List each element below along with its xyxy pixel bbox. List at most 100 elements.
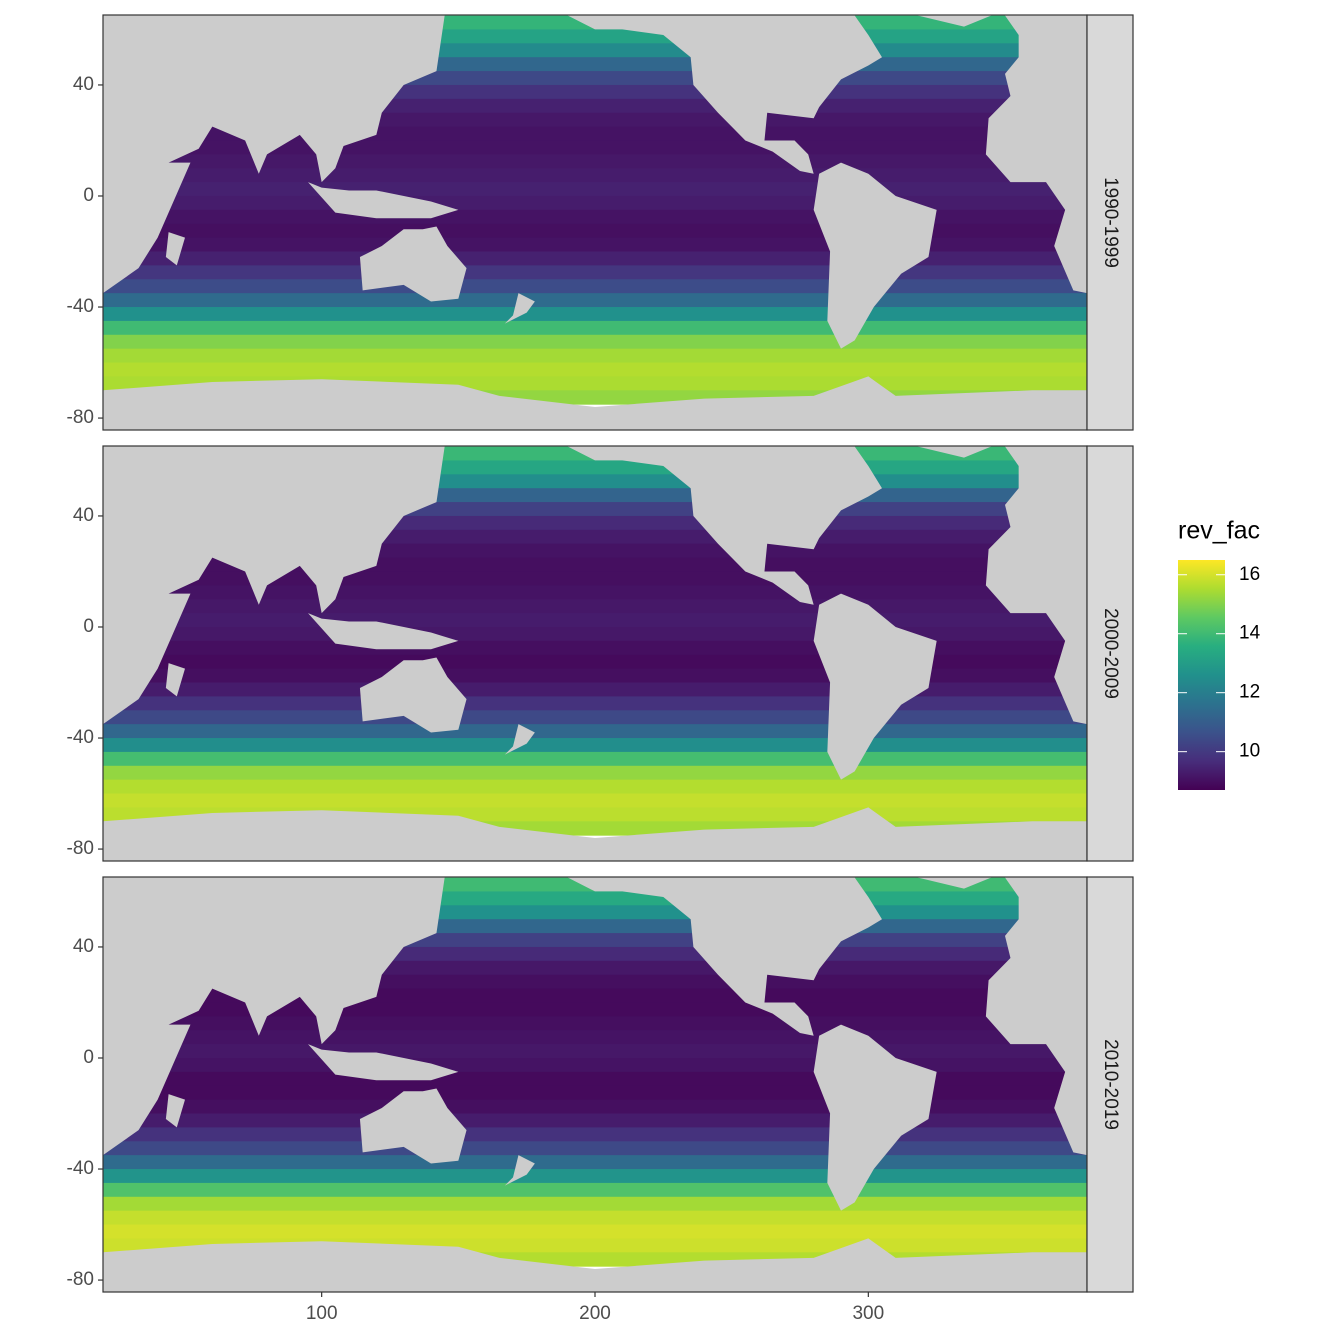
raster-band — [103, 1113, 1087, 1128]
raster-band — [103, 1071, 1087, 1087]
raster-band — [103, 223, 1087, 239]
land — [359, 1088, 467, 1164]
land — [359, 657, 467, 733]
raster-band — [103, 1196, 1087, 1212]
y-tick-label: 0 — [83, 185, 94, 206]
raster-band — [103, 682, 1087, 697]
raster-band — [103, 1030, 1087, 1045]
x-tick-label: 300 — [852, 1303, 884, 1324]
raster-band — [103, 779, 1087, 795]
raster-band — [103, 348, 1087, 364]
raster-band — [103, 251, 1087, 266]
raster-band — [103, 613, 1087, 628]
land — [504, 724, 535, 755]
raster-band — [103, 626, 1087, 642]
raster-band — [103, 1224, 1087, 1239]
y-tick-label: -40 — [67, 296, 94, 317]
y-tick-label: -40 — [67, 727, 94, 748]
raster-band — [103, 751, 1087, 767]
land — [917, 877, 992, 889]
colorbar-tick-label: 10 — [1239, 741, 1260, 762]
raster-band — [103, 279, 1087, 294]
raster-band — [103, 668, 1087, 684]
land — [567, 446, 882, 605]
raster-band — [103, 1127, 1087, 1142]
raster-band — [103, 738, 1087, 753]
raster-band — [103, 1141, 1087, 1156]
land — [813, 593, 937, 780]
raster-band — [103, 696, 1087, 711]
land — [567, 877, 882, 1036]
x-tick-label: 200 — [579, 1303, 611, 1324]
raster-band — [103, 168, 1087, 183]
land — [1005, 446, 1087, 528]
x-tick-label: 100 — [306, 1303, 338, 1324]
raster-band — [103, 182, 1087, 197]
y-tick-label: 40 — [73, 505, 94, 526]
land — [165, 663, 185, 697]
land — [308, 1044, 459, 1081]
y-tick-label: -40 — [67, 1158, 94, 1179]
land — [813, 162, 937, 349]
land — [813, 1024, 937, 1211]
strip — [1086, 14, 1134, 431]
land — [308, 182, 459, 219]
raster-band — [103, 334, 1087, 350]
facet-panel: 2000-2009 40 0 -40 -80 — [67, 445, 1134, 862]
raster-band — [103, 599, 1087, 614]
land — [567, 15, 882, 174]
legend-title: rev_fac — [1178, 517, 1260, 545]
land — [917, 446, 992, 458]
colorbar-tick-label: 12 — [1239, 682, 1260, 703]
raster-band — [103, 724, 1087, 739]
raster-band — [103, 1155, 1087, 1170]
colorbar-tick-label: 14 — [1239, 623, 1261, 644]
raster-band — [103, 209, 1087, 225]
colorbar — [1178, 560, 1225, 790]
raster-band — [103, 1044, 1087, 1059]
raster-band — [103, 710, 1087, 725]
strip-label: 2000-2009 — [1100, 608, 1121, 699]
raster-band — [103, 765, 1087, 781]
raster-band — [103, 640, 1087, 656]
land — [165, 1094, 185, 1128]
land — [1005, 15, 1087, 97]
facet-panel: 1990-1999 40 0 -40 -80 — [67, 14, 1134, 431]
facet-panel: 2010-2019 40 0 -40 -80 — [67, 876, 1134, 1293]
land — [103, 15, 445, 294]
raster-band — [103, 362, 1087, 377]
raster-band — [103, 154, 1087, 169]
y-tick-label: -80 — [67, 1269, 94, 1290]
raster-band — [103, 320, 1087, 336]
strip — [1086, 445, 1134, 862]
raster-band — [103, 1182, 1087, 1198]
raster-band — [103, 1210, 1087, 1226]
y-tick-label: 0 — [83, 616, 94, 637]
raster-band — [103, 1057, 1087, 1073]
y-tick-label: -80 — [67, 838, 94, 859]
raster-band — [103, 1099, 1087, 1115]
y-tick-label: 40 — [73, 74, 94, 95]
land — [917, 15, 992, 27]
raster-band — [103, 293, 1087, 308]
raster-band — [103, 1016, 1087, 1031]
raster-band — [103, 654, 1087, 670]
raster-band — [103, 265, 1087, 280]
strip-label: 2010-2019 — [1100, 1039, 1121, 1130]
y-tick-label: 0 — [83, 1047, 94, 1068]
y-tick-label: -80 — [67, 407, 94, 428]
land — [985, 96, 1087, 294]
land — [504, 293, 535, 324]
raster-band — [103, 1169, 1087, 1184]
raster-band — [103, 585, 1087, 600]
land — [103, 1238, 1087, 1292]
land — [103, 877, 445, 1156]
land — [504, 1155, 535, 1186]
land — [103, 807, 1087, 861]
raster-band — [103, 793, 1087, 808]
strip-label: 1990-1999 — [1100, 177, 1121, 268]
y-tick-label: 40 — [73, 936, 94, 957]
land — [165, 232, 185, 266]
land — [985, 527, 1087, 725]
